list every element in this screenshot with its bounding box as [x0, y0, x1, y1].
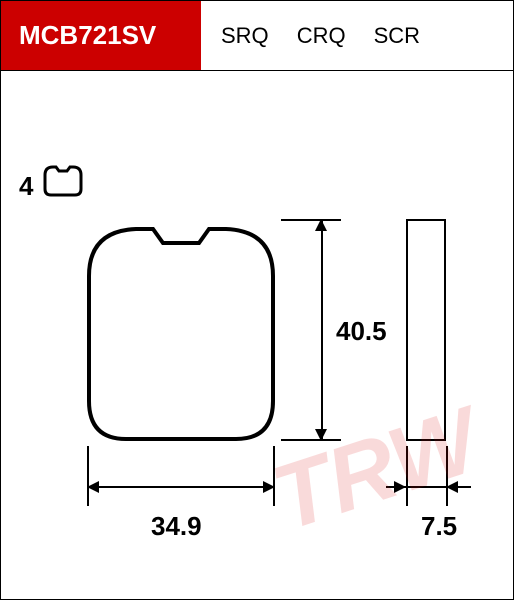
header-row: MCB721SV SRQ CRQ SCR: [1, 1, 513, 71]
variants-cell: SRQ CRQ SCR: [201, 1, 513, 70]
quantity-count: 4: [19, 171, 33, 202]
pad-mini-icon: [41, 163, 83, 197]
part-number: MCB721SV: [19, 20, 156, 51]
dim-width-tick-left: [87, 446, 89, 506]
variant-1: CRQ: [297, 23, 346, 49]
dim-height-tick-top: [281, 219, 341, 221]
dim-height-arrow-up: [315, 219, 327, 231]
svg-text:TRW: TRW: [261, 387, 497, 550]
dim-width-label: 34.9: [151, 511, 202, 542]
dim-width-arrow-left: [87, 481, 99, 493]
diagram-container: MCB721SV SRQ CRQ SCR 4 40.5 34.9: [0, 0, 514, 600]
variant-2: SCR: [374, 23, 420, 49]
variant-0: SRQ: [221, 23, 269, 49]
part-number-cell: MCB721SV: [1, 1, 201, 70]
diagram-body: 4 40.5 34.9 7.5 TRW: [1, 71, 513, 601]
trw-watermark: TRW: [243, 331, 503, 591]
